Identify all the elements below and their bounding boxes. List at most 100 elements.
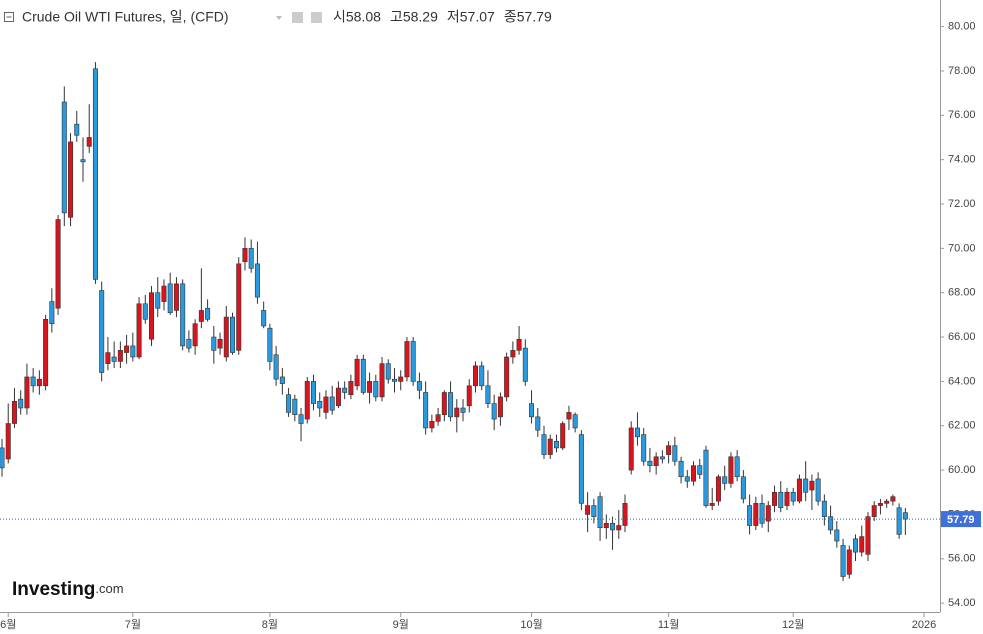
candle-body bbox=[454, 407, 460, 418]
chart-title: Crude Oil WTI Futures, 일, (CFD) bbox=[22, 9, 229, 25]
candle-body bbox=[317, 401, 323, 409]
x-tick-label: 9월 bbox=[393, 618, 409, 631]
candle-body bbox=[49, 301, 55, 325]
candle-body bbox=[672, 445, 678, 462]
candle-body bbox=[111, 356, 117, 362]
x-tick-label: 6월 bbox=[0, 618, 16, 631]
watermark-main: Investing bbox=[12, 579, 95, 600]
candle-body bbox=[460, 407, 466, 413]
candle-body bbox=[472, 365, 478, 387]
candle-body bbox=[55, 219, 61, 309]
candle-body bbox=[223, 316, 229, 358]
candle-body bbox=[722, 476, 728, 484]
candle-body bbox=[360, 358, 366, 393]
candle-body bbox=[11, 401, 17, 424]
candle-body bbox=[547, 438, 553, 455]
candle-body bbox=[553, 440, 559, 449]
candle-body bbox=[641, 434, 647, 462]
candle-body bbox=[5, 423, 11, 460]
candle-body bbox=[198, 310, 204, 322]
candle-body bbox=[86, 137, 92, 147]
candle-body bbox=[622, 503, 628, 526]
candle-body bbox=[634, 427, 640, 438]
candle-body bbox=[0, 447, 5, 469]
candle-body bbox=[890, 496, 896, 502]
candle-body bbox=[697, 465, 703, 475]
candle-body bbox=[99, 290, 105, 373]
candle-body bbox=[335, 387, 341, 407]
candle-body bbox=[186, 338, 192, 349]
candle-body bbox=[871, 505, 877, 517]
candle-body bbox=[36, 378, 42, 387]
candle-body bbox=[840, 545, 846, 577]
candle-body bbox=[846, 549, 852, 575]
candle-body bbox=[765, 505, 771, 522]
close-icon[interactable] bbox=[311, 12, 322, 23]
candle-body bbox=[18, 398, 24, 409]
candle-body bbox=[659, 456, 665, 460]
candle-body bbox=[497, 396, 503, 418]
candle-body bbox=[853, 538, 859, 553]
y-tick-label: 72.00 bbox=[948, 198, 976, 210]
y-tick-label: 60.00 bbox=[948, 464, 976, 476]
candle-body bbox=[398, 376, 404, 382]
candle-body bbox=[560, 423, 566, 449]
candle-body bbox=[205, 307, 211, 320]
candle-body bbox=[678, 460, 684, 478]
candle-body bbox=[391, 378, 397, 382]
candle-body bbox=[784, 491, 790, 506]
candle-body bbox=[616, 525, 622, 531]
candle-body bbox=[510, 350, 516, 358]
y-tick-label: 70.00 bbox=[948, 242, 976, 254]
candle-body bbox=[728, 456, 734, 484]
candle-body bbox=[603, 523, 609, 529]
candle-body bbox=[30, 376, 36, 387]
candle-body bbox=[173, 283, 179, 311]
x-tick-label: 2026 bbox=[912, 619, 936, 631]
y-tick-label: 80.00 bbox=[948, 21, 976, 33]
candle-body bbox=[572, 414, 578, 429]
candle-body bbox=[709, 503, 715, 506]
candle-body bbox=[772, 491, 778, 506]
candle-body bbox=[416, 381, 422, 391]
candle-body bbox=[740, 476, 746, 500]
candle-body bbox=[790, 491, 796, 502]
watermark: Investing.com bbox=[12, 579, 124, 600]
candle-body bbox=[410, 341, 416, 382]
candle-body bbox=[254, 263, 260, 298]
candle-body bbox=[485, 385, 491, 404]
candle-body bbox=[273, 354, 279, 380]
candle-body bbox=[304, 381, 310, 420]
candle-body bbox=[479, 365, 485, 387]
candle-body bbox=[279, 376, 285, 384]
ohlc-legend: 시 58.08 고 58.29 저 57.07 종 57.79 bbox=[333, 9, 552, 25]
candle-body bbox=[24, 376, 30, 409]
settings-icon[interactable] bbox=[292, 12, 303, 23]
y-tick-label: 54.00 bbox=[948, 597, 976, 609]
dropdown-icon[interactable] bbox=[276, 16, 282, 20]
candle-body bbox=[504, 356, 510, 398]
candle-body bbox=[734, 456, 740, 478]
candle-body bbox=[653, 456, 659, 466]
candle-body bbox=[647, 460, 653, 466]
candle-body bbox=[230, 316, 236, 353]
collapse-icon[interactable] bbox=[4, 12, 14, 22]
candle-body bbox=[778, 491, 784, 509]
candle-body bbox=[859, 536, 865, 553]
candle-body bbox=[902, 512, 908, 520]
candle-body bbox=[610, 523, 616, 531]
candle-body bbox=[261, 310, 267, 327]
candle-body bbox=[834, 529, 840, 542]
candle-body bbox=[80, 159, 86, 163]
candle-body bbox=[429, 421, 435, 429]
candle-body bbox=[74, 123, 80, 136]
candle-body bbox=[248, 248, 254, 269]
candle-body bbox=[448, 392, 454, 418]
candle-body bbox=[566, 412, 572, 420]
last-price-tag bbox=[941, 511, 981, 528]
candle-body bbox=[342, 387, 348, 393]
candle-body bbox=[379, 363, 385, 398]
legend-label: 종 bbox=[504, 9, 517, 25]
candle-body bbox=[865, 516, 871, 555]
